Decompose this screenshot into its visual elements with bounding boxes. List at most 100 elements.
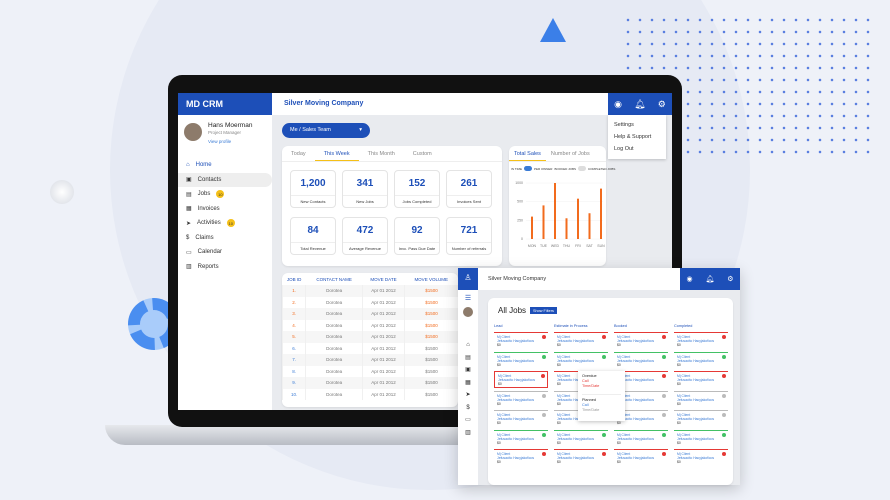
sidebar-item-calendar[interactable]: ▭ Calendar [178, 245, 272, 260]
stat-tile[interactable]: 261 Invoices Sent [446, 170, 492, 208]
sidebar-item-contacts[interactable]: ▣ Contacts [178, 172, 272, 187]
toggle-completed[interactable] [577, 166, 586, 171]
table-row[interactable]: 6. Dorotea Apr 01 2012 $1500 [282, 342, 458, 354]
menu-item-settings[interactable]: Settings [614, 122, 634, 128]
x-tick-label: SUN [597, 244, 605, 248]
table-cell: Apr 01 2012 [362, 331, 405, 343]
table-row[interactable]: 2. Dorotea Apr 01 2012 $1500 [282, 296, 458, 308]
popup-planned-call[interactable]: Call [582, 403, 589, 407]
table-row[interactable]: 4. Dorotea Apr 01 2012 $1500 [282, 319, 458, 331]
column-header[interactable]: MOVE VOLUME [414, 276, 448, 282]
sidebar-item-invoices[interactable]: ▦ Invoices [178, 202, 272, 217]
tab-total-sales[interactable]: Total Sales [509, 146, 546, 161]
avatar[interactable] [463, 307, 473, 317]
all-jobs-window: ♙ ☰ ⌂ ▤ ▣ ▦ ➤ $ ▭ ▥ Silver Moving Company ◉ 🔔︎ ⚙ … [458, 268, 740, 485]
job-card-line1: Mj Client [617, 335, 631, 339]
table-row[interactable]: 8. Dorotea Apr 01 2012 $1500 [282, 365, 458, 377]
view-profile-link[interactable]: View profile [208, 139, 232, 144]
menu-item-logout[interactable]: Log Out [614, 146, 634, 152]
stat-tile[interactable]: 152 Jobs Completed [394, 170, 440, 208]
mini-nav[interactable]: ⌂ ▤ ▣ ▦ ➤ $ ▭ ▥ [465, 342, 471, 436]
home-icon: ⌂ [186, 162, 190, 169]
sidebar-item-reports[interactable]: ▥ Reports [178, 260, 272, 275]
y-tick-label: 250 [517, 218, 523, 222]
sidebar-item-label: Activities [197, 220, 221, 227]
timer-icon[interactable]: ◉ [686, 276, 693, 283]
column-header[interactable]: JOB ID [286, 276, 302, 282]
table-row[interactable]: 3. Dorotea Apr 01 2012 $1500 [282, 308, 458, 320]
stat-value: 84 [307, 225, 319, 236]
tab-custom[interactable]: Custom [412, 151, 432, 157]
table-cell: 4. [282, 319, 306, 331]
table-cell: $1500 [403, 354, 458, 366]
app-logo[interactable]: MD CRM [178, 93, 272, 115]
table-row[interactable]: 1. Dorotea Apr 01 2012 $1500 [282, 285, 458, 297]
stat-tile[interactable]: 472 Average Revenue [342, 217, 388, 255]
tab-this-month[interactable]: This Month [367, 151, 395, 157]
tab-this-week[interactable]: This Week [314, 146, 359, 161]
x-tick-label: WED [551, 244, 560, 248]
tab-today[interactable]: Today [291, 151, 306, 157]
popup-overdue-call[interactable]: Call [582, 379, 589, 383]
stat-tile[interactable]: 721 Number of referrals [446, 217, 492, 255]
show-filters-button[interactable]: Show Filters [530, 307, 557, 314]
briefcase-icon: ▤ [186, 191, 192, 198]
column-header[interactable]: MOVE DATE [370, 276, 397, 282]
avatar[interactable] [184, 123, 202, 141]
stat-tile[interactable]: 92 Invc. Pass Due Date [394, 217, 440, 255]
menu-item-help[interactable]: Help & Support [614, 134, 652, 140]
timer-icon[interactable]: ◉ [614, 98, 622, 109]
job-card-line3: $0 [557, 343, 561, 348]
sidebar-item-jobs[interactable]: ▤ Jobs 10 [178, 187, 272, 202]
column-header[interactable]: CONTACT NAME [316, 276, 352, 282]
activity-popup: Overdue Call Time/Date Planned Call Time… [578, 371, 625, 421]
team-select[interactable]: Me / Sales Team ▾ [282, 123, 370, 138]
stat-tile[interactable]: 84 Total Revenue [290, 217, 336, 255]
bell-icon[interactable]: 🔔︎ [634, 98, 646, 109]
menu-icon[interactable]: ☰ [464, 295, 472, 302]
sidebar-item-label: Reports [197, 263, 219, 270]
table-row[interactable]: 9. Dorotea Apr 01 2012 $1500 [282, 377, 458, 389]
bell-icon[interactable]: 🔔︎ [705, 276, 715, 283]
app-logo-icon[interactable]: ♙ [458, 268, 478, 290]
sidebar-item-activities[interactable]: ➤ Activities 10 [178, 216, 272, 231]
stat-tile[interactable]: 341 New Jobs [342, 170, 388, 208]
table-cell: $1500 [403, 388, 458, 400]
toggle-per-owner[interactable] [523, 166, 532, 171]
table-row[interactable]: 7. Dorotea Apr 01 2012 $1500 [282, 354, 458, 366]
job-card-line2: Jefusacito Hacyjakoficos [497, 358, 535, 363]
sidebar-item-home[interactable]: ⌂ Home [178, 158, 272, 173]
job-card-line2: Jefusacito Hacyjakoficos [617, 456, 655, 461]
table-row[interactable]: 10. Dorotea Apr 01 2012 $1500 [282, 388, 458, 400]
table-row[interactable]: 5. Dorotea Apr 01 2012 $1500 [282, 331, 458, 343]
tab-number-of-jobs[interactable]: Number of Jobs [550, 151, 590, 157]
gear-icon[interactable]: ⚙ [657, 98, 666, 109]
gear-icon[interactable]: ⚙ [727, 276, 734, 283]
stat-tile[interactable]: 1,200 New Contacts [290, 170, 336, 208]
stat-value: 152 [408, 178, 426, 189]
sidebar-item-claims[interactable]: $ Claims [178, 231, 272, 246]
table-cell: $1500 [403, 365, 458, 377]
